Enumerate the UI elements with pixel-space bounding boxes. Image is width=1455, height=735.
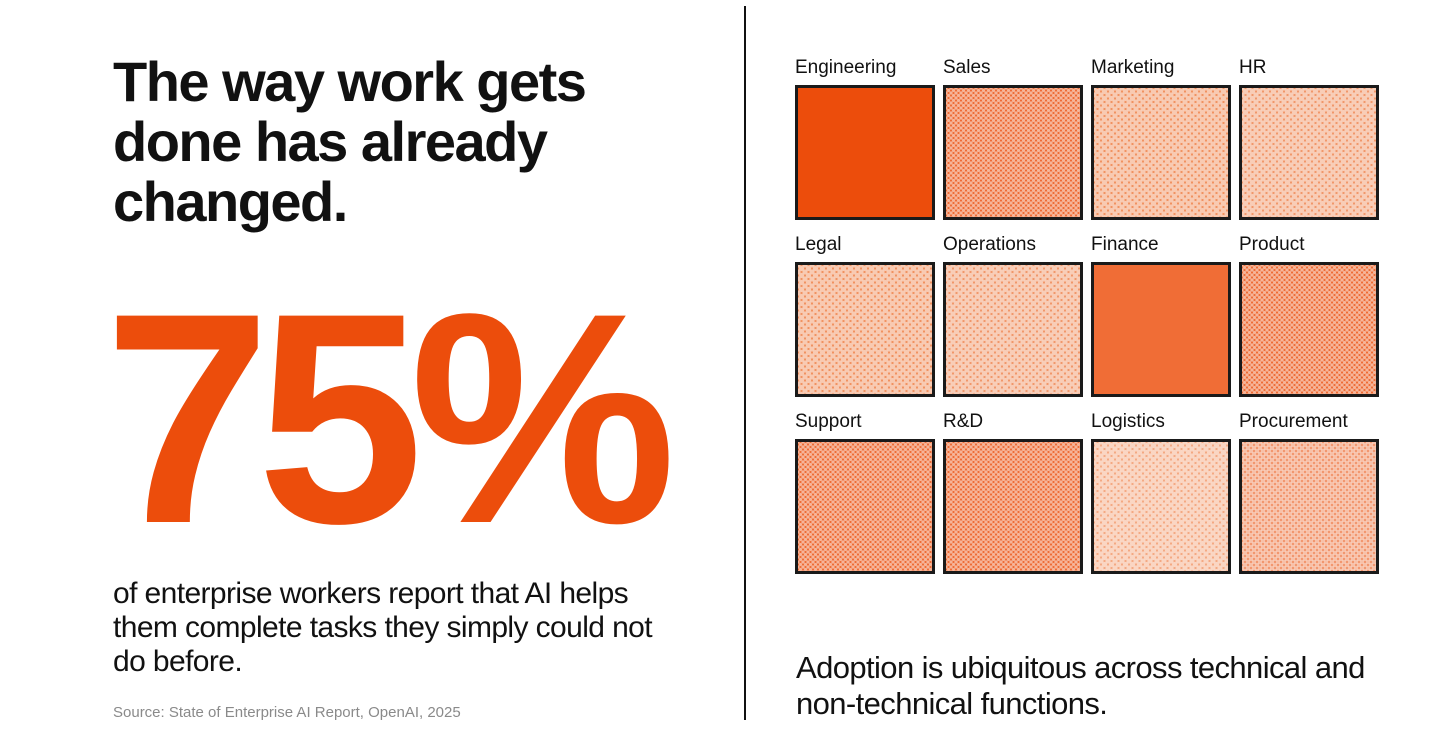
stat-description: of enterprise workers report that AI hel… — [113, 577, 653, 678]
function-cell-marketing: Marketing — [1091, 56, 1231, 220]
function-label: Operations — [943, 234, 1036, 255]
headline: The way work gets done has already chang… — [113, 50, 587, 233]
source-citation: Source: State of Enterprise AI Report, O… — [113, 704, 461, 721]
function-cell-legal: Legal — [795, 233, 935, 397]
function-tile-logistics — [1091, 439, 1231, 574]
function-tile-product — [1239, 262, 1379, 397]
function-cell-support: Support — [795, 410, 935, 574]
function-cell-engineering: Engineering — [795, 56, 935, 220]
function-label: Product — [1239, 234, 1305, 255]
function-tile-operations — [943, 262, 1083, 397]
function-cell-procurement: Procurement — [1239, 410, 1379, 574]
function-cell-operations: Operations — [943, 233, 1083, 397]
function-grid: Engineering Sales Marketing HR Legal Operatio… — [795, 56, 1379, 574]
function-label: Sales — [943, 57, 991, 78]
function-tile-finance — [1091, 262, 1231, 397]
function-label: Support — [795, 411, 862, 432]
stat-value: 75% — [104, 250, 676, 586]
function-label: Engineering — [795, 57, 897, 78]
function-tile-sales — [943, 85, 1083, 220]
function-label: Marketing — [1091, 57, 1175, 78]
function-cell-r-d: R&D — [943, 410, 1083, 574]
function-tile-procurement — [1239, 439, 1379, 574]
function-tile-hr — [1239, 85, 1379, 220]
function-tile-engineering — [795, 85, 935, 220]
function-cell-logistics: Logistics — [1091, 410, 1231, 574]
function-tile-marketing — [1091, 85, 1231, 220]
grid-caption: Adoption is ubiquitous across technical … — [796, 650, 1365, 721]
function-tile-support — [795, 439, 935, 574]
vertical-divider — [744, 6, 746, 720]
function-cell-sales: Sales — [943, 56, 1083, 220]
function-label: Procurement — [1239, 411, 1348, 432]
function-label: R&D — [943, 411, 984, 432]
function-tile-r-d — [943, 439, 1083, 574]
function-label: Logistics — [1091, 411, 1165, 432]
left-panel: The way work gets done has already chang… — [104, 50, 676, 722]
function-cell-hr: HR — [1239, 56, 1379, 220]
function-label: HR — [1239, 57, 1267, 78]
function-label: Legal — [795, 234, 842, 255]
function-cell-product: Product — [1239, 233, 1379, 397]
function-cell-finance: Finance — [1091, 233, 1231, 397]
function-label: Finance — [1091, 234, 1159, 255]
function-tile-legal — [795, 262, 935, 397]
